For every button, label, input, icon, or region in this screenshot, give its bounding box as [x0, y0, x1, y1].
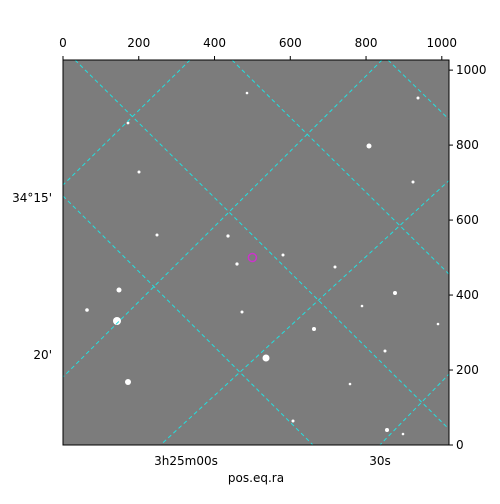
ra-tick-label: 3h25m00s [154, 454, 218, 468]
x-tick-label: 400 [203, 36, 226, 50]
x-axis-label: pos.eq.ra [228, 471, 284, 485]
marker [247, 252, 258, 263]
dec-tick-label: 34°15' [12, 191, 52, 205]
stars [85, 91, 440, 436]
ra-tick-label: 30s [369, 454, 391, 468]
x-tick-label: 200 [127, 36, 150, 50]
y-tick-label: 600 [456, 213, 479, 227]
y-tick-label: 800 [456, 138, 479, 152]
y-tick-label: 0 [456, 438, 464, 452]
y-tick-label: 1000 [456, 63, 487, 77]
y-tick-label: 400 [456, 288, 479, 302]
x-tick-label: 1000 [427, 36, 458, 50]
dec-tick-label: 20' [33, 348, 52, 362]
image-frame [63, 60, 449, 445]
wcs-grid [63, 60, 449, 445]
y-tick-label: 200 [456, 363, 479, 377]
x-tick-label: 600 [279, 36, 302, 50]
axes-frame [62, 59, 450, 446]
x-tick-label: 800 [355, 36, 378, 50]
x-tick-label: 0 [59, 36, 67, 50]
